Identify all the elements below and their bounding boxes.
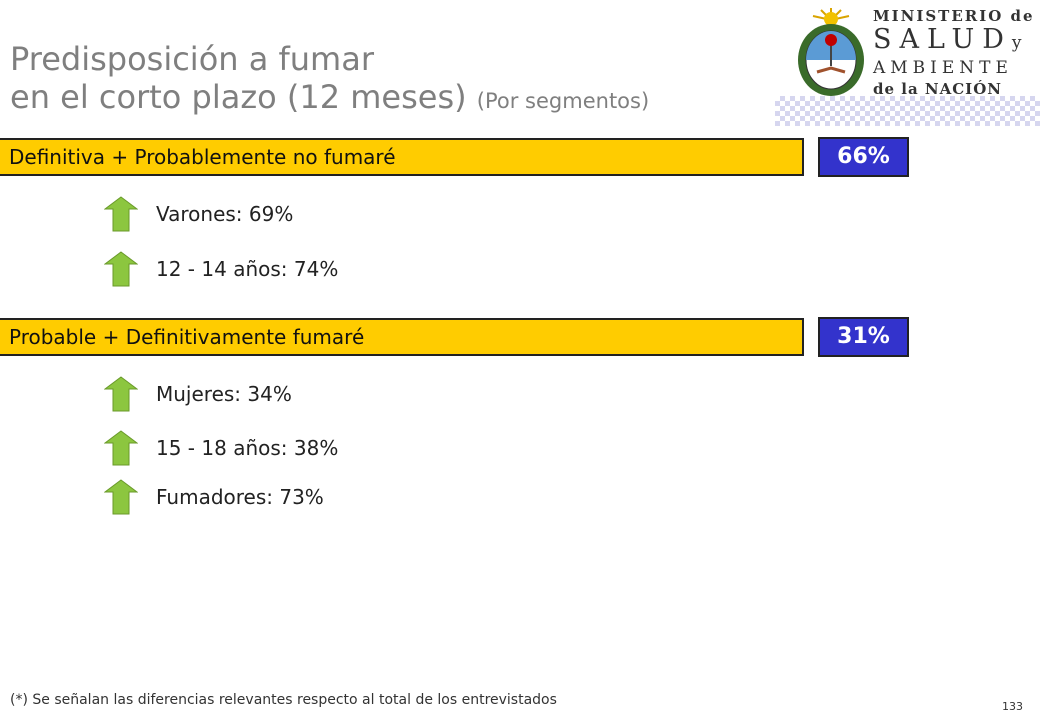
title-subtitle: (Por segmentos) <box>476 89 650 113</box>
segment-value-no-fumare: 66% <box>818 137 909 177</box>
footnote: (*) Se señalan las diferencias relevante… <box>10 692 557 708</box>
title-line-1: Predisposición a fumar <box>10 40 374 78</box>
page-number: 133 <box>1002 700 1023 713</box>
logo-line-2-suffix: y <box>1011 33 1022 53</box>
up-arrow-icon <box>104 251 138 287</box>
segment-item-label: Fumadores: 73% <box>156 485 324 509</box>
up-arrow-icon <box>104 196 138 232</box>
coat-of-arms-icon <box>798 8 864 96</box>
title-line-2-text: en el corto plazo (12 meses) <box>10 78 467 116</box>
segment-item-label: 12 - 14 años: 74% <box>156 257 339 281</box>
up-arrow-icon <box>104 430 138 466</box>
segment-value-fumare: 31% <box>818 317 909 357</box>
ministry-logo: MINISTERIO de SALUDy AMBIENTE de la NACI… <box>795 6 1035 102</box>
slide-title: Predisposición a fumar en el corto plazo… <box>10 40 780 118</box>
up-arrow-icon <box>104 479 138 515</box>
logo-text: MINISTERIO de SALUDy AMBIENTE de la NACI… <box>873 6 1035 99</box>
segment-item-label: Varones: 69% <box>156 202 294 226</box>
logo-line-3: AMBIENTE <box>873 58 1013 78</box>
segment-item-label: 15 - 18 años: 38% <box>156 436 339 460</box>
segment-bar-fumare: Probable + Definitivamente fumaré <box>0 318 804 356</box>
segment-item-label: Mujeres: 34% <box>156 382 292 406</box>
logo-line-2: SALUDy <box>873 26 1035 57</box>
logo-line-2-text: SALUD <box>873 24 1012 55</box>
checker-decoration <box>775 96 1040 126</box>
logo-line-1: MINISTERIO de <box>873 7 1035 25</box>
segment-bar-no-fumare: Definitiva + Probablemente no fumaré <box>0 138 804 176</box>
title-line-2: en el corto plazo (12 meses) (Por segmen… <box>10 78 780 118</box>
up-arrow-icon <box>104 376 138 412</box>
logo-line-4: de la NACIÓN <box>873 80 1002 98</box>
